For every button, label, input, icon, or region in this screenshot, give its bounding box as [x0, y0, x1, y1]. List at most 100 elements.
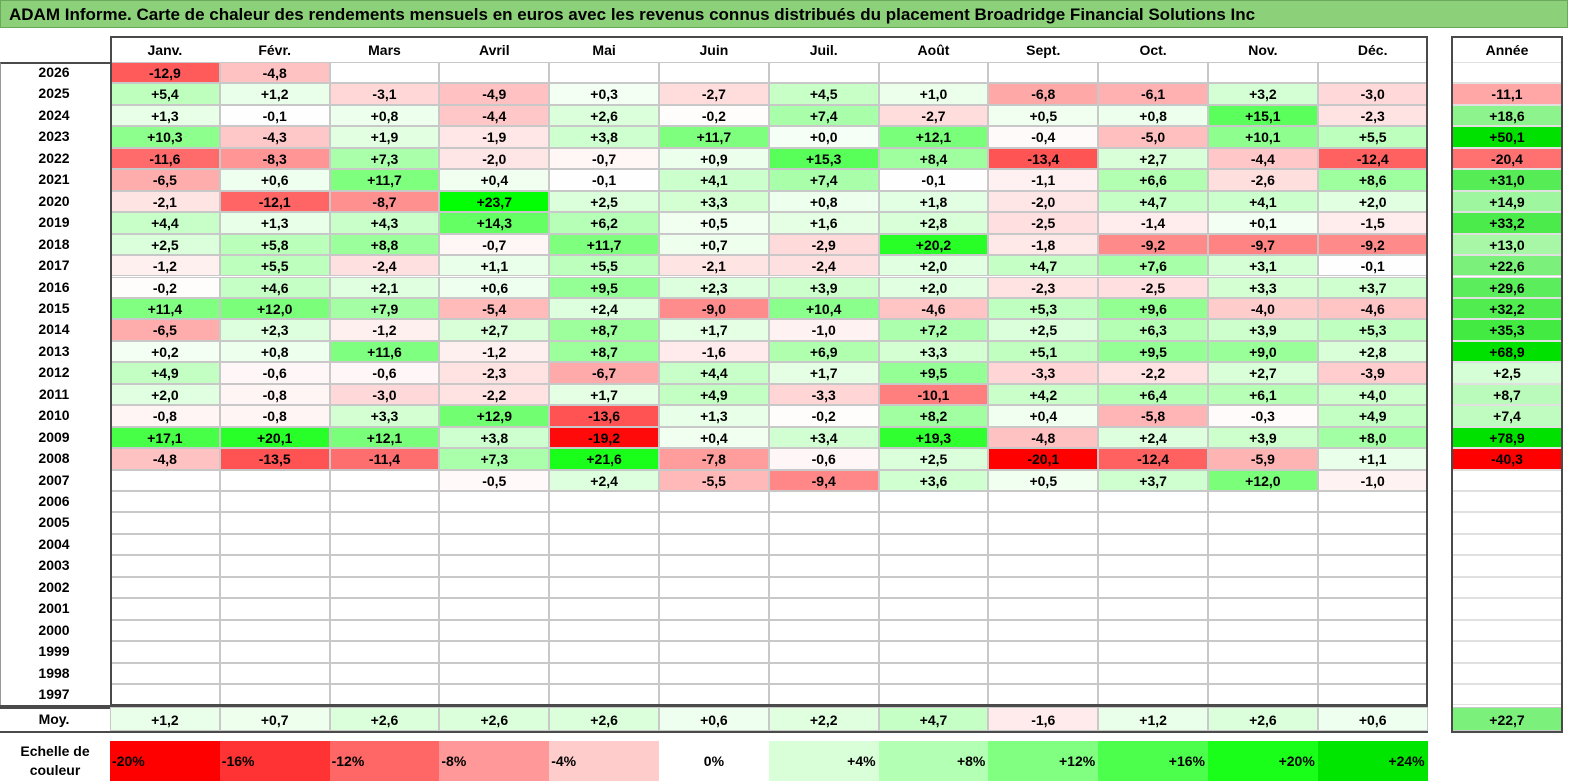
- heatmap-cell: +2,5: [549, 190, 659, 213]
- annual-cell: +8,7: [1451, 383, 1563, 406]
- heatmap-cell: +1,9: [329, 126, 440, 148]
- color-scale-swatch: -8%: [439, 741, 550, 781]
- heatmap-cell: -9,7: [1208, 233, 1318, 256]
- color-scale-swatch: +12%: [988, 741, 1099, 781]
- annual-cell: [1451, 684, 1563, 706]
- average-cell: +2,6: [1208, 707, 1318, 731]
- heatmap-cell: -1,8: [988, 233, 1099, 256]
- heatmap-cell: +9,5: [549, 276, 659, 298]
- average-cell: +2,2: [768, 707, 879, 731]
- average-annual-cell: +22,7: [1451, 707, 1563, 731]
- heatmap-cell: [659, 662, 769, 685]
- heatmap-cell: +3,9: [1208, 426, 1318, 449]
- heatmap-cell: [988, 491, 1099, 513]
- heatmap-cell: -4,4: [439, 104, 550, 127]
- heatmap-cell: -4,4: [1208, 147, 1318, 170]
- heatmap-cell: +0,8: [219, 340, 330, 363]
- month-header: Janv.: [147, 42, 183, 58]
- heatmap-cell: -9,2: [1317, 233, 1428, 256]
- heatmap-cell: [768, 533, 879, 556]
- heatmap-cell: -20,1: [988, 448, 1099, 470]
- heatmap-cell: +11,4: [110, 297, 220, 320]
- heatmap-cell: [878, 662, 989, 685]
- heatmap-cell: +1,3: [659, 405, 769, 427]
- year-label: 2006: [38, 493, 70, 509]
- heatmap-cell: -12,1: [219, 190, 330, 213]
- heatmap-cell: +7,6: [1098, 255, 1208, 277]
- heatmap-cell: [878, 512, 989, 534]
- heatmap-cell: -2,3: [1317, 104, 1428, 127]
- heatmap-cell: +1,7: [659, 319, 769, 341]
- heatmap-cell: [878, 684, 989, 706]
- heatmap-cell: -12,4: [1098, 448, 1208, 470]
- heatmap-cell: +10,4: [768, 297, 879, 320]
- heatmap-cell: +20,2: [878, 233, 989, 256]
- heatmap-cell: +15,3: [768, 147, 879, 170]
- heatmap-cell: -13,4: [988, 147, 1099, 170]
- heatmap-cell: [1317, 491, 1428, 513]
- heatmap-cell: +1,7: [768, 362, 879, 384]
- heatmap-cell: +9,5: [878, 362, 989, 384]
- heatmap-cell: -2,6: [1208, 169, 1318, 191]
- heatmap-cell: [768, 62, 879, 84]
- color-scale-swatch: -12%: [329, 741, 440, 781]
- heatmap-cell: [768, 576, 879, 599]
- heatmap-cell: +15,1: [1208, 104, 1318, 127]
- heatmap-cell: -2,2: [1098, 362, 1208, 384]
- heatmap-cell: [1098, 533, 1208, 556]
- average-row-frame: [0, 705, 1428, 733]
- heatmap-cell: [988, 512, 1099, 534]
- heatmap-cell: [110, 491, 220, 513]
- heatmap-cell: -6,7: [549, 362, 659, 384]
- heatmap-cell: +7,3: [329, 147, 440, 170]
- heatmap-cell: -9,4: [768, 469, 879, 491]
- average-cell: +0,6: [659, 707, 769, 731]
- heatmap-cell: [110, 598, 220, 620]
- heatmap-cell: [549, 533, 659, 556]
- heatmap-cell: -1,2: [110, 255, 220, 277]
- heatmap-cell: [1098, 491, 1208, 513]
- heatmap-cell: +4,5: [768, 83, 879, 105]
- month-header: Mars: [368, 42, 401, 58]
- year-label: 2025: [38, 85, 70, 102]
- heatmap-cell: [878, 533, 989, 556]
- heatmap-cell: -1,2: [439, 340, 550, 363]
- heatmap-cell: [110, 555, 220, 577]
- annual-cell: +18,6: [1451, 104, 1563, 127]
- heatmap-cell: +0,6: [439, 276, 550, 298]
- heatmap-cell: [1317, 598, 1428, 620]
- heatmap-cell: +0,8: [329, 104, 440, 127]
- annual-cell: [1451, 576, 1563, 599]
- heatmap-cell: -4,8: [219, 62, 330, 84]
- year-label: 2011: [38, 385, 70, 402]
- heatmap-cell: -0,6: [329, 362, 440, 384]
- heatmap-cell: -3,1: [329, 83, 440, 105]
- heatmap-cell: +3,7: [1317, 276, 1428, 298]
- heatmap-cell: +3,3: [1208, 276, 1318, 298]
- heatmap-cell: -12,4: [1317, 147, 1428, 170]
- heatmap-cell: [659, 62, 769, 84]
- year-label: 2016: [38, 278, 70, 295]
- annual-cell: -11,1: [1451, 83, 1563, 105]
- heatmap-cell: -0,6: [219, 362, 330, 384]
- heatmap-cell: -0,7: [439, 233, 550, 256]
- heatmap-cell: [110, 512, 220, 534]
- heatmap-cell: [219, 684, 330, 706]
- heatmap-cell: +8,0: [1317, 426, 1428, 449]
- annual-cell: [1451, 598, 1563, 620]
- color-scale-swatch: 0%: [659, 741, 769, 781]
- heatmap-cell: +8,7: [549, 319, 659, 341]
- heatmap-cell: [219, 533, 330, 556]
- row-label-frame: [0, 62, 110, 706]
- heatmap-cell: +0,8: [1098, 104, 1208, 127]
- heatmap-cell: -2,3: [439, 362, 550, 384]
- heatmap-cell: -4,8: [988, 426, 1099, 449]
- heatmap-cell: [659, 512, 769, 534]
- heatmap-cell: [988, 598, 1099, 620]
- year-total-header: Année: [1485, 42, 1529, 58]
- heatmap-cell: [439, 619, 550, 642]
- heatmap-cell: +7,4: [768, 169, 879, 191]
- heatmap-cell: [329, 62, 440, 84]
- heatmap-cell: +5,3: [1317, 319, 1428, 341]
- color-scale-swatch: +20%: [1208, 741, 1318, 781]
